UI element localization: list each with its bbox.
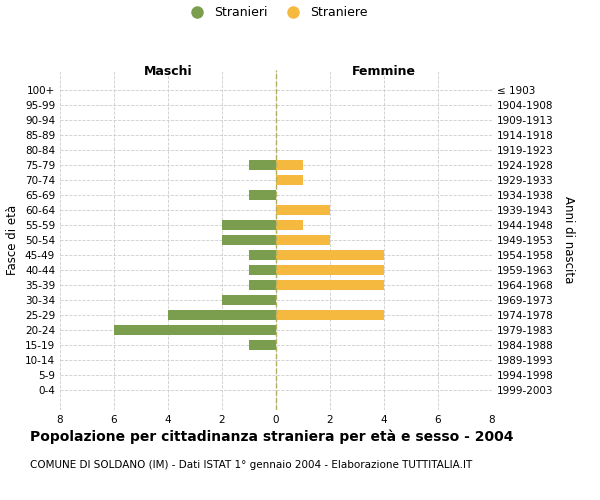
Text: Femmine: Femmine <box>352 66 416 78</box>
Bar <box>249 190 276 200</box>
Bar <box>222 295 276 304</box>
Bar <box>276 176 303 185</box>
Bar <box>276 205 330 215</box>
Bar <box>222 235 276 245</box>
Y-axis label: Anni di nascita: Anni di nascita <box>562 196 575 284</box>
Bar <box>249 280 276 290</box>
Text: Popolazione per cittadinanza straniera per età e sesso - 2004: Popolazione per cittadinanza straniera p… <box>30 430 514 444</box>
Text: COMUNE DI SOLDANO (IM) - Dati ISTAT 1° gennaio 2004 - Elaborazione TUTTITALIA.IT: COMUNE DI SOLDANO (IM) - Dati ISTAT 1° g… <box>30 460 472 470</box>
Text: Maschi: Maschi <box>143 66 193 78</box>
Bar <box>276 220 303 230</box>
Bar <box>276 160 303 170</box>
Bar <box>249 160 276 170</box>
Bar <box>222 220 276 230</box>
Bar <box>168 310 276 320</box>
Bar <box>276 310 384 320</box>
Bar <box>276 280 384 290</box>
Bar <box>249 250 276 260</box>
Bar <box>249 340 276 349</box>
Bar <box>114 325 276 334</box>
Legend: Stranieri, Straniere: Stranieri, Straniere <box>179 2 373 24</box>
Bar <box>276 235 330 245</box>
Bar <box>249 265 276 275</box>
Bar <box>276 265 384 275</box>
Bar <box>276 250 384 260</box>
Y-axis label: Fasce di età: Fasce di età <box>7 205 19 275</box>
